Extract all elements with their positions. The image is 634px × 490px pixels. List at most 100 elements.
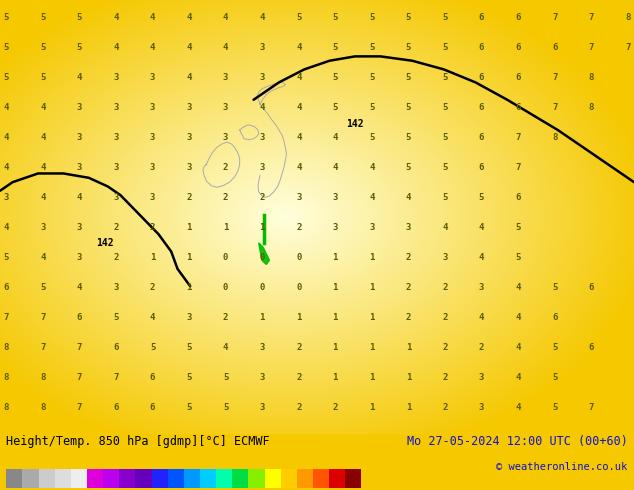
Text: 2: 2 [150, 283, 155, 292]
Text: 2: 2 [443, 283, 448, 292]
Bar [232, 468, 249, 488]
Text: 2: 2 [259, 193, 265, 202]
Text: 2: 2 [406, 313, 411, 322]
Text: 3: 3 [223, 133, 228, 142]
Text: 4: 4 [40, 253, 46, 262]
Text: 8: 8 [4, 343, 9, 352]
Bar [6, 468, 22, 488]
Text: 3: 3 [259, 163, 265, 172]
Text: 5: 5 [333, 73, 338, 82]
Text: 5: 5 [515, 253, 521, 262]
Text: 5: 5 [333, 13, 338, 22]
Text: 5: 5 [4, 13, 9, 22]
Text: 6: 6 [552, 313, 557, 322]
Text: 5: 5 [113, 313, 119, 322]
Text: 5: 5 [479, 193, 484, 202]
Text: 4: 4 [296, 43, 301, 52]
Text: 8: 8 [588, 103, 594, 112]
Text: 3: 3 [333, 223, 338, 232]
Text: 3: 3 [223, 73, 228, 82]
Text: 6: 6 [515, 193, 521, 202]
Text: 1: 1 [186, 283, 191, 292]
Bar [55, 468, 71, 488]
Bar [39, 468, 55, 488]
Text: 4: 4 [369, 193, 375, 202]
Text: 6: 6 [515, 73, 521, 82]
Text: 5: 5 [552, 403, 557, 412]
Text: 4: 4 [4, 103, 9, 112]
Bar [168, 468, 184, 488]
Text: 8: 8 [588, 73, 594, 82]
Bar [103, 468, 119, 488]
Text: 7: 7 [113, 373, 119, 382]
Polygon shape [259, 243, 269, 265]
Text: 2: 2 [443, 343, 448, 352]
Text: 4: 4 [4, 223, 9, 232]
Text: 6: 6 [113, 403, 119, 412]
Bar [152, 468, 168, 488]
Text: 3: 3 [333, 193, 338, 202]
Text: 4: 4 [40, 193, 46, 202]
Text: 3: 3 [113, 283, 119, 292]
Text: 3: 3 [479, 283, 484, 292]
Text: 7: 7 [40, 343, 46, 352]
Text: 8: 8 [4, 403, 9, 412]
Text: 8: 8 [625, 13, 630, 22]
Text: 5: 5 [443, 103, 448, 112]
Text: 3: 3 [150, 73, 155, 82]
Text: 3: 3 [259, 43, 265, 52]
Text: 6: 6 [515, 43, 521, 52]
Text: 8: 8 [552, 133, 557, 142]
Text: 4: 4 [515, 343, 521, 352]
Bar [281, 468, 297, 488]
Text: 4: 4 [223, 43, 228, 52]
Text: 0: 0 [296, 283, 301, 292]
Text: 4: 4 [515, 403, 521, 412]
Text: 5: 5 [443, 13, 448, 22]
Text: 6: 6 [552, 43, 557, 52]
Text: 2: 2 [479, 343, 484, 352]
Text: 2: 2 [443, 373, 448, 382]
Text: 0: 0 [223, 283, 228, 292]
Text: 6: 6 [150, 373, 155, 382]
Text: 6: 6 [77, 313, 82, 322]
Text: 7: 7 [4, 313, 9, 322]
Text: 4: 4 [4, 133, 9, 142]
Text: 4: 4 [223, 13, 228, 22]
Text: 5: 5 [552, 343, 557, 352]
Text: 5: 5 [369, 133, 375, 142]
Text: 5: 5 [406, 73, 411, 82]
Text: 2: 2 [333, 403, 338, 412]
Text: 4: 4 [296, 103, 301, 112]
Text: 4: 4 [150, 13, 155, 22]
Text: 4: 4 [77, 193, 82, 202]
Text: 8: 8 [40, 403, 46, 412]
Text: 2: 2 [296, 343, 301, 352]
Bar [119, 468, 136, 488]
Text: 7: 7 [77, 373, 82, 382]
Text: 2: 2 [406, 253, 411, 262]
Text: 7: 7 [625, 43, 630, 52]
Text: 1: 1 [369, 283, 375, 292]
Text: 7: 7 [40, 313, 46, 322]
Text: 3: 3 [259, 403, 265, 412]
Text: 5: 5 [443, 163, 448, 172]
Text: 5: 5 [40, 43, 46, 52]
Bar [184, 468, 200, 488]
Text: 6: 6 [150, 403, 155, 412]
Text: 1: 1 [259, 223, 265, 232]
Text: 6: 6 [479, 13, 484, 22]
Text: 3: 3 [443, 253, 448, 262]
Text: 3: 3 [223, 103, 228, 112]
Text: 4: 4 [296, 133, 301, 142]
Text: 5: 5 [77, 13, 82, 22]
Text: 4: 4 [150, 313, 155, 322]
Text: 1: 1 [333, 253, 338, 262]
Bar [297, 468, 313, 488]
Text: 5: 5 [443, 43, 448, 52]
Text: 3: 3 [186, 313, 191, 322]
Text: 5: 5 [4, 253, 9, 262]
Text: 1: 1 [333, 373, 338, 382]
Text: Height/Temp. 850 hPa [gdmp][°C] ECMWF: Height/Temp. 850 hPa [gdmp][°C] ECMWF [6, 435, 270, 448]
Text: 1: 1 [150, 253, 155, 262]
